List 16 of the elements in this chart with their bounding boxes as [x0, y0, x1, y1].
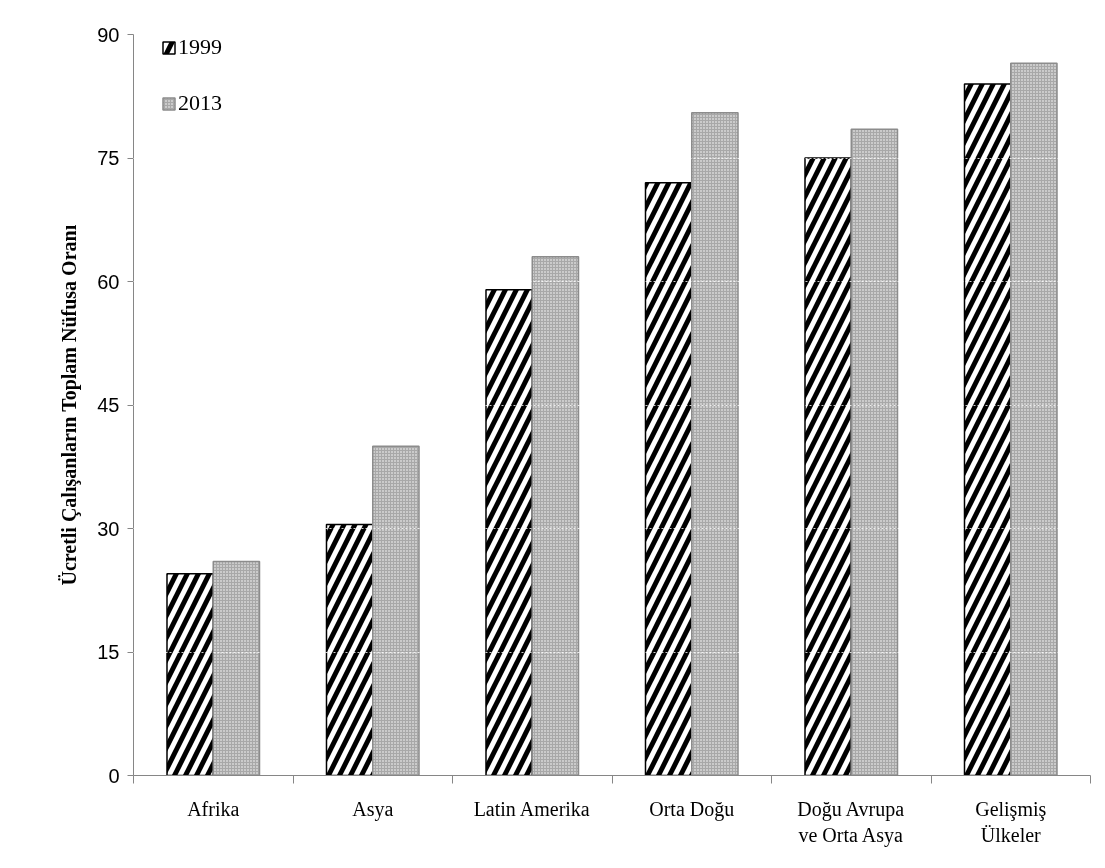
y-tick-label: 15: [97, 641, 120, 663]
x-tick-label: Orta Doğu: [649, 797, 735, 821]
legend-label: 1999: [178, 34, 222, 60]
legend-label: 2013: [178, 90, 222, 116]
x-tick-label: Doğu Avrupa ve Orta Asya: [797, 797, 905, 847]
y-tick-label: 30: [97, 517, 120, 540]
y-axis-title: Ücretli Çalışanların Toplam Nüfusa Oranı: [58, 224, 82, 586]
y-tick-label: 45: [97, 394, 120, 416]
x-tick-label: Gelişmiş Ülkeler: [975, 797, 1047, 846]
y-tick-label: 90: [97, 23, 120, 46]
y-tick-label: 0: [108, 764, 120, 787]
y-tick-label: 60: [97, 270, 120, 293]
x-tick-label: Asya: [352, 797, 394, 821]
y-tick-label: 75: [97, 147, 120, 169]
x-tick-label: Afrika: [187, 797, 240, 820]
x-tick-label: Latin Amerika: [473, 797, 590, 820]
